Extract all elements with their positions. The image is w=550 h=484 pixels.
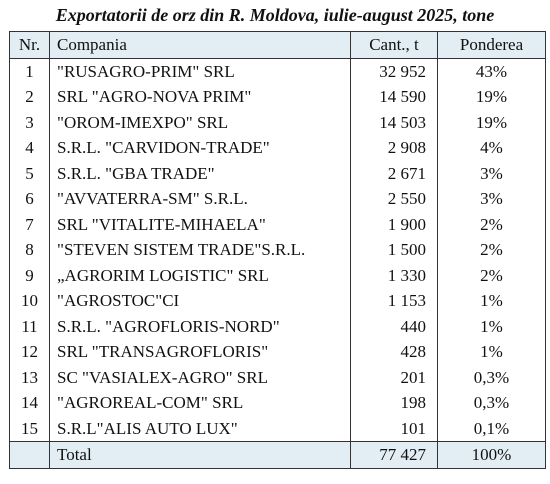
row-quantity: 1 153 <box>350 288 438 314</box>
row-nr: 5 <box>9 160 50 186</box>
row-company: "AVVATERRA-SM" S.R.L. <box>49 186 351 212</box>
row-nr: 15 <box>9 415 50 442</box>
table-row: 13 SC "VASIALEX-AGRO" SRL 201 0,3% <box>9 364 546 390</box>
row-nr: 6 <box>9 186 50 212</box>
table-row: 8 "STEVEN SISTEM TRADE"S.R.L. 1 500 2% <box>9 237 546 263</box>
row-share: 19% <box>437 109 546 135</box>
row-company: „AGRORIM LOGISTIC" SRL <box>49 262 351 288</box>
row-quantity: 440 <box>350 313 438 339</box>
row-nr: 13 <box>9 364 50 390</box>
table-row: 14 "AGROREAL-COM" SRL 198 0,3% <box>9 390 546 416</box>
row-nr: 14 <box>9 390 50 416</box>
row-quantity: 14 590 <box>350 84 438 110</box>
row-share: 1% <box>437 288 546 314</box>
row-share: 2% <box>437 262 546 288</box>
row-company: "AGROSTOC"CI <box>49 288 351 314</box>
row-nr: 4 <box>9 135 50 161</box>
row-nr: 9 <box>9 262 50 288</box>
row-share: 0,3% <box>437 364 546 390</box>
row-company: S.R.L. "GBA TRADE" <box>49 160 351 186</box>
row-quantity: 101 <box>350 415 438 442</box>
row-quantity: 14 503 <box>350 109 438 135</box>
row-nr: 8 <box>9 237 50 263</box>
row-quantity: 2 550 <box>350 186 438 212</box>
row-share: 1% <box>437 313 546 339</box>
exporters-table: Nr. Compania Cant., t Ponderea 1 "RUSAGRO… <box>9 31 546 469</box>
row-company: SRL "TRANSAGROFLORIS" <box>49 339 351 365</box>
row-quantity: 32 952 <box>350 57 438 84</box>
row-company: S.R.L. "CARVIDON-TRADE" <box>49 135 351 161</box>
table-row: 10 "AGROSTOC"CI 1 153 1% <box>9 288 546 314</box>
row-quantity: 198 <box>350 390 438 416</box>
table-title: Exportatorii de orz din R. Moldova, iuli… <box>55 5 495 25</box>
row-nr: 1 <box>9 57 50 84</box>
row-company: S.R.L"ALIS AUTO LUX" <box>49 415 351 442</box>
row-quantity: 201 <box>350 364 438 390</box>
total-quantity: 77 427 <box>350 441 438 469</box>
row-company: "STEVEN SISTEM TRADE"S.R.L. <box>49 237 351 263</box>
row-share: 1% <box>437 339 546 365</box>
row-share: 2% <box>437 237 546 263</box>
row-quantity: 2 671 <box>350 160 438 186</box>
total-nr-cell <box>9 441 50 469</box>
row-company: SRL "AGRO-NOVA PRIM" <box>49 84 351 110</box>
table-row: 11 S.R.L. "AGROFLORIS-NORD" 440 1% <box>9 313 546 339</box>
row-share: 2% <box>437 211 546 237</box>
row-quantity: 2 908 <box>350 135 438 161</box>
table-row: 6 "AVVATERRA-SM" S.R.L. 2 550 3% <box>9 186 546 212</box>
header-company: Compania <box>49 31 351 59</box>
header-share: Ponderea <box>437 31 546 59</box>
row-quantity: 428 <box>350 339 438 365</box>
row-share: 3% <box>437 160 546 186</box>
table-row: 2 SRL "AGRO-NOVA PRIM" 14 590 19% <box>9 84 546 110</box>
row-company: S.R.L. "AGROFLORIS-NORD" <box>49 313 351 339</box>
row-company: "AGROREAL-COM" SRL <box>49 390 351 416</box>
table-row: 9 „AGRORIM LOGISTIC" SRL 1 330 2% <box>9 262 546 288</box>
total-row: Total 77 427 100% <box>9 441 546 469</box>
row-share: 19% <box>437 84 546 110</box>
row-share: 4% <box>437 135 546 161</box>
row-quantity: 1 330 <box>350 262 438 288</box>
table-row: 4 S.R.L. "CARVIDON-TRADE" 2 908 4% <box>9 135 546 161</box>
table-row: 3 "OROM-IMEXPO" SRL 14 503 19% <box>9 109 546 135</box>
table-row: 7 SRL "VITALITE-MIHAELA" 1 900 2% <box>9 211 546 237</box>
row-nr: 3 <box>9 109 50 135</box>
row-nr: 2 <box>9 84 50 110</box>
table-row: 15 S.R.L"ALIS AUTO LUX" 101 0,1% <box>9 415 546 442</box>
row-nr: 12 <box>9 339 50 365</box>
total-label: Total <box>49 441 351 469</box>
total-share: 100% <box>437 441 546 469</box>
row-share: 3% <box>437 186 546 212</box>
row-share: 43% <box>437 57 546 84</box>
row-company: SC "VASIALEX-AGRO" SRL <box>49 364 351 390</box>
table-row: 5 S.R.L. "GBA TRADE" 2 671 3% <box>9 160 546 186</box>
row-share: 0,3% <box>437 390 546 416</box>
table-row: 12 SRL "TRANSAGROFLORIS" 428 1% <box>9 339 546 365</box>
table-row: 1 "RUSAGRO-PRIM" SRL 32 952 43% <box>9 57 546 84</box>
row-quantity: 1 500 <box>350 237 438 263</box>
row-company: "OROM-IMEXPO" SRL <box>49 109 351 135</box>
row-nr: 10 <box>9 288 50 314</box>
header-row: Nr. Compania Cant., t Ponderea <box>9 31 546 59</box>
row-nr: 11 <box>9 313 50 339</box>
row-quantity: 1 900 <box>350 211 438 237</box>
header-nr: Nr. <box>9 31 50 59</box>
row-nr: 7 <box>9 211 50 237</box>
row-share: 0,1% <box>437 415 546 442</box>
header-quantity: Cant., t <box>350 31 438 59</box>
row-company: "RUSAGRO-PRIM" SRL <box>49 57 351 84</box>
row-company: SRL "VITALITE-MIHAELA" <box>49 211 351 237</box>
